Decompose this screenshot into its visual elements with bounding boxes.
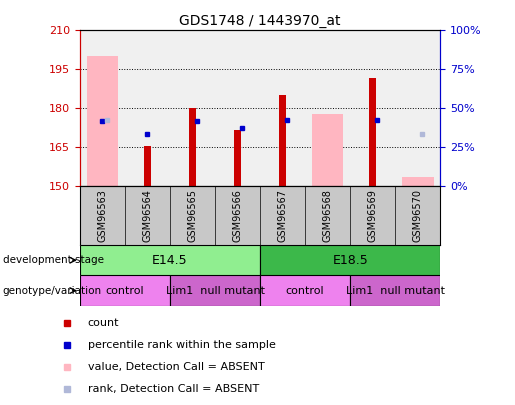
Text: GSM96564: GSM96564 <box>143 189 152 242</box>
Bar <box>189 108 196 186</box>
Bar <box>260 275 350 306</box>
Bar <box>80 275 170 306</box>
Title: GDS1748 / 1443970_at: GDS1748 / 1443970_at <box>179 14 341 28</box>
Text: rank, Detection Call = ABSENT: rank, Detection Call = ABSENT <box>88 384 259 394</box>
Bar <box>350 275 440 306</box>
Text: E18.5: E18.5 <box>332 254 368 267</box>
Text: value, Detection Call = ABSENT: value, Detection Call = ABSENT <box>88 362 264 372</box>
Text: E14.5: E14.5 <box>152 254 188 267</box>
Bar <box>234 130 241 186</box>
Text: count: count <box>88 318 119 328</box>
Bar <box>260 245 440 275</box>
Text: GSM96568: GSM96568 <box>323 189 333 242</box>
Bar <box>80 245 260 275</box>
Bar <box>279 95 286 186</box>
Text: control: control <box>286 286 324 296</box>
Text: GSM96565: GSM96565 <box>187 189 197 242</box>
Text: development stage: development stage <box>3 255 104 265</box>
Text: genotype/variation: genotype/variation <box>3 286 101 296</box>
Bar <box>144 146 151 186</box>
Text: Lim1  null mutant: Lim1 null mutant <box>165 286 265 296</box>
Text: percentile rank within the sample: percentile rank within the sample <box>88 340 276 350</box>
Bar <box>369 79 376 186</box>
Bar <box>170 275 260 306</box>
Text: GSM96563: GSM96563 <box>97 189 107 242</box>
Text: GSM96570: GSM96570 <box>413 189 423 242</box>
Bar <box>402 177 434 186</box>
Text: GSM96569: GSM96569 <box>368 189 377 242</box>
Text: Lim1  null mutant: Lim1 null mutant <box>346 286 445 296</box>
Text: GSM96566: GSM96566 <box>233 189 243 242</box>
Bar <box>87 56 118 186</box>
Text: control: control <box>106 286 144 296</box>
Text: GSM96567: GSM96567 <box>278 189 287 242</box>
Bar <box>312 113 344 186</box>
